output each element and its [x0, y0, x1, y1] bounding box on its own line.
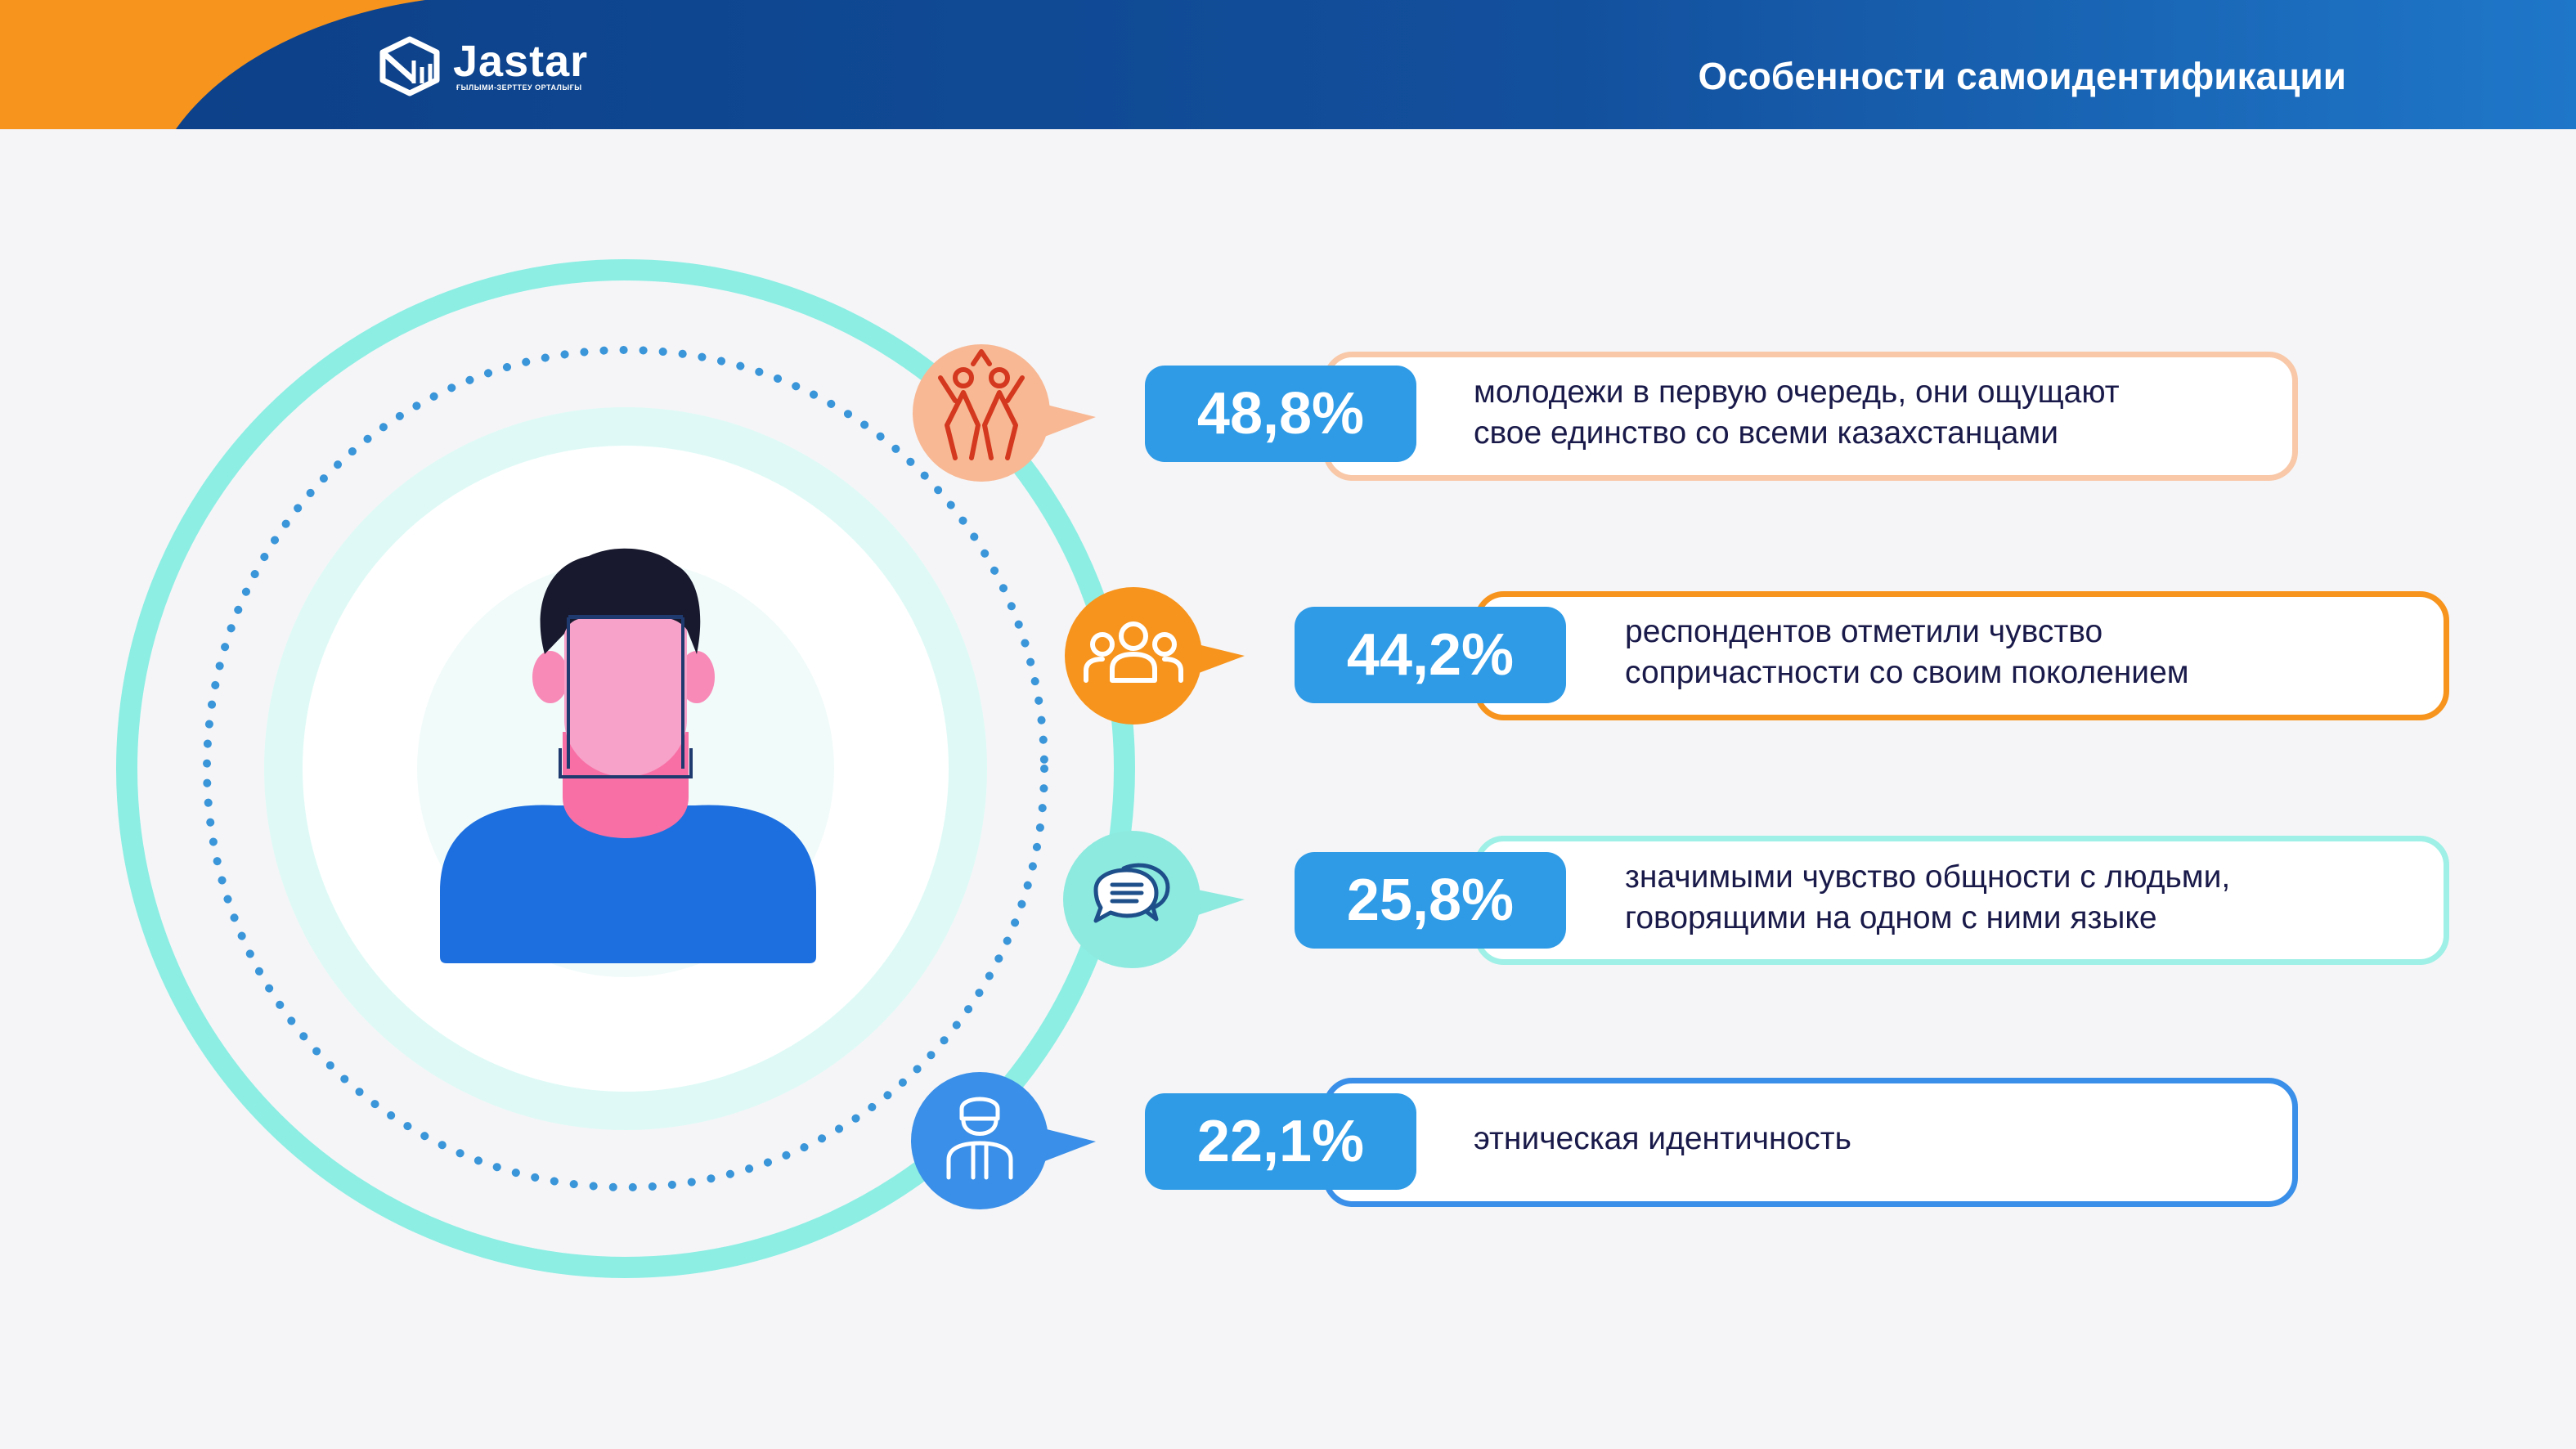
hands-unity-icon: [938, 349, 1025, 460]
stat-3-line1: значимыми чувство общности с людьми,: [1625, 859, 2231, 895]
stat-card-2: [1474, 591, 2449, 720]
stat-1-percent: 48,8%: [1145, 366, 1416, 462]
logo-mark-icon: [379, 36, 440, 96]
stat-3-text: значимыми чувство общности с людьми, гов…: [1625, 857, 2230, 939]
stat-1-line2: свое единство со всеми казахстанцами: [1474, 415, 2059, 451]
stat-1-line1: молодежи в первую очередь, они ощущают: [1474, 375, 2120, 410]
stat-2-line2: сопричастности со своим поколением: [1625, 655, 2189, 690]
stat-card-3: [1474, 836, 2449, 965]
stat-4-line1: этническая идентичность: [1474, 1121, 1851, 1156]
stat-2-line1: респондентов отметили чувство: [1625, 614, 2103, 649]
person-hair: [540, 548, 701, 654]
stat-2-text: респондентов отметили чувство сопричастн…: [1625, 612, 2189, 693]
stat-4-text: этническая идентичность: [1474, 1119, 1851, 1160]
stat-2-bubble: [1065, 587, 1245, 724]
stat-1-text: молодежи в первую очередь, они ощущают с…: [1474, 372, 2120, 454]
stat-4-bubble: [911, 1072, 1096, 1209]
person-illustration: [440, 548, 816, 963]
dotted-ring: [203, 346, 1048, 1191]
person-body: [440, 805, 816, 963]
outer-ring: [116, 259, 1135, 1278]
stat-3-percent: 25,8%: [1295, 852, 1566, 949]
stat-2-percent: 44,2%: [1295, 607, 1566, 703]
speech-bubbles-icon: [1093, 863, 1170, 923]
stat-1-bubble: [913, 344, 1096, 482]
page-title: Особенности самоидентификации: [1698, 55, 2346, 97]
brand-name: Jastar: [453, 37, 589, 86]
stat-3-line2: говорящими на одном с ними языке: [1625, 900, 2157, 935]
jastar-logo: Jastar ҒЫЛЫМИ-ЗЕРТТЕУ ОРТАЛЫҒЫ: [378, 36, 623, 96]
group-people-icon: [1084, 621, 1183, 683]
stat-4-percent: 22,1%: [1145, 1093, 1416, 1190]
person-ethnic-icon: [946, 1097, 1013, 1180]
face-scan-frame: [559, 617, 693, 778]
stat-card-4: [1323, 1078, 2298, 1207]
brand-tagline: ҒЫЛЫМИ-ЗЕРТТЕУ ОРТАЛЫҒЫ: [456, 83, 582, 92]
stat-card-1: [1323, 352, 2298, 481]
header-orange-swoosh: [0, 0, 425, 129]
stat-3-bubble: [1063, 831, 1245, 968]
person-face: [564, 605, 687, 777]
